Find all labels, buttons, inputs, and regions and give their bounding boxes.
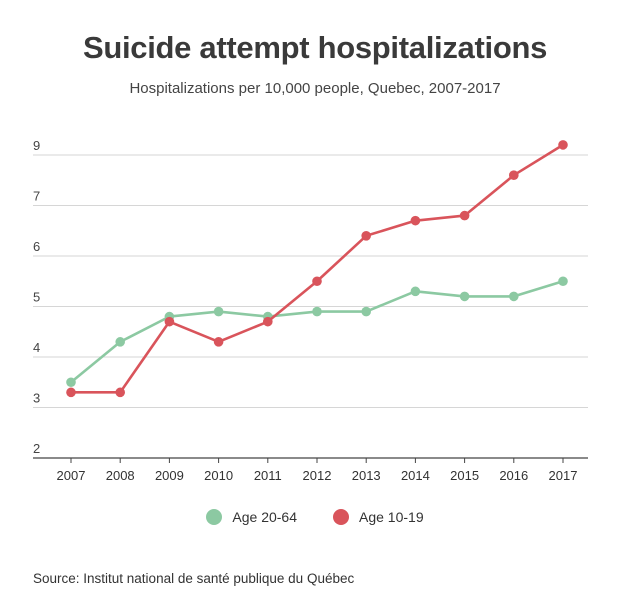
x-tick-label: 2015 [450,468,479,483]
series-line-age-20-64 [70,280,564,384]
chart-title: Suicide attempt hospitalizations [82,30,548,65]
legend-item-age-20-64: Age 20-64 [206,509,297,525]
data-point-age-10-19 [164,316,175,327]
y-tick-label: 6 [33,239,40,254]
data-point-age-10-19 [213,337,224,347]
y-tick-label: 4 [33,340,40,355]
x-tick-label: 2007 [57,468,86,483]
data-point-age-20-64 [558,276,568,287]
data-point-age-10-19 [115,387,125,398]
data-point-age-20-64 [509,291,519,302]
x-tick-label: 2010 [204,468,233,483]
data-point-age-10-19 [263,316,273,327]
legend-swatch-age-20-64 [206,509,223,525]
legend-label-age-20-64: Age 20-64 [232,509,297,525]
y-tick-label: 9 [33,138,40,153]
x-tick-label: 2008 [106,468,135,483]
series-line-age-10-19 [71,143,564,394]
x-tick-label: 2009 [155,468,184,483]
data-point-age-10-19 [410,215,421,226]
data-point-age-20-64 [459,291,470,302]
y-tick-label: 7 [33,189,40,204]
legend-swatch-age-10-19 [333,509,349,525]
line-chart: 2 3 4 5 6 7 9 2007 2008 2009 2010 2011 2012 2013 2014 2… [33,138,588,483]
chart-subtitle: Hospitalizations per 10,000 people, Queb… [129,80,501,97]
legend-label-age-10-19: Age 10-19 [359,509,424,525]
y-tick-label: 3 [33,391,40,406]
data-point-age-20-64 [66,377,76,388]
x-tick-label: 2012 [303,468,332,483]
y-tick-label: 2 [33,441,40,456]
x-tick-label: 2011 [254,468,282,483]
data-point-age-20-64 [410,286,421,297]
source-note: Source: Institut national de santé publi… [33,571,355,586]
data-point-age-20-64 [312,306,322,317]
x-tick-label: 2017 [549,468,578,483]
data-point-age-10-19 [558,140,568,150]
x-tick-label: 2016 [499,468,528,483]
data-point-age-20-64 [361,306,372,317]
data-point-age-10-19 [312,276,322,287]
data-point-age-10-19 [509,170,519,180]
legend-item-age-10-19: Age 10-19 [333,509,424,525]
data-point-age-10-19 [66,387,76,398]
data-point-age-10-19 [459,210,470,221]
legend: Age 20-64 Age 10-19 [0,509,630,525]
data-point-age-20-64 [115,337,125,347]
x-tick-label: 2014 [401,468,430,483]
data-point-age-10-19 [361,231,372,241]
y-tick-label: 5 [33,290,40,305]
x-tick-label: 2013 [352,468,381,483]
data-point-age-20-64 [213,306,224,317]
